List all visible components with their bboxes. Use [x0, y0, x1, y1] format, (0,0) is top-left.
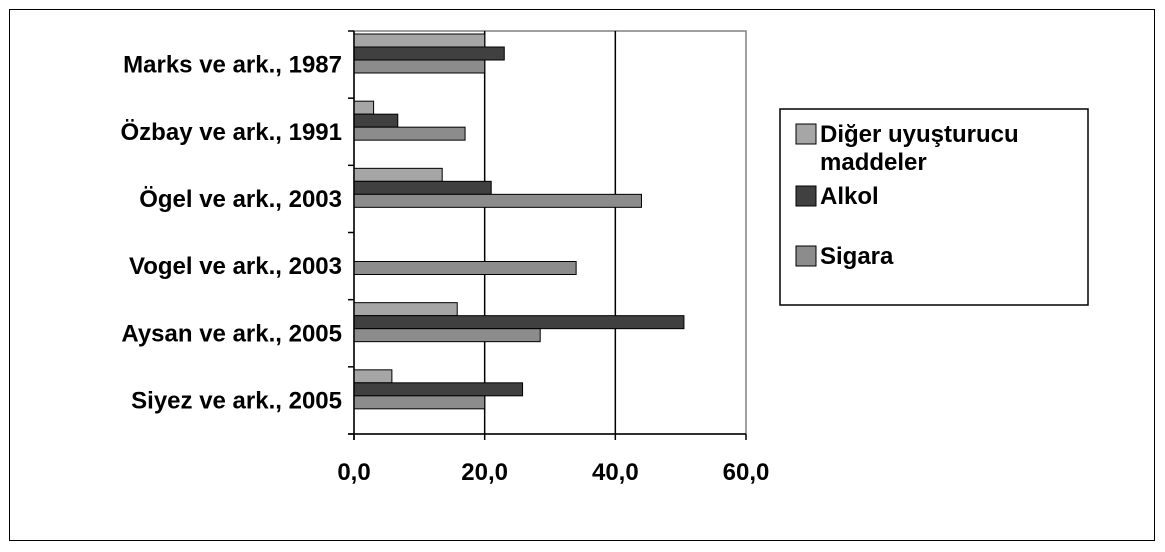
category-labels: Marks ve ark., 1987 Özbay ve ark., 1991 Ög…	[121, 52, 342, 415]
bar-sigara	[353, 126, 466, 141]
legend-label: Diğer uyuşturucu maddeler	[820, 121, 1019, 176]
bar-alkol	[353, 180, 492, 195]
gridlines	[483, 31, 617, 434]
axes	[348, 30, 747, 440]
x-tick-labels: 0,0 20,0 40,0 60,0	[337, 459, 769, 486]
x-tick-label: 40,0	[592, 459, 639, 486]
bar-diger	[353, 302, 458, 317]
bar-diger	[353, 167, 443, 182]
bar-sigara	[353, 261, 577, 275]
category-label: Marks ve ark., 1987	[123, 52, 342, 79]
legend-swatch	[795, 123, 817, 145]
bar-sigara	[353, 328, 541, 343]
x-tick-label: 20,0	[461, 459, 508, 486]
category-label: Vogel ve ark., 2003	[129, 253, 342, 280]
bar-alkol	[353, 113, 399, 128]
legend-swatch	[795, 245, 817, 267]
bar-diger	[353, 33, 486, 48]
x-tick-label: 0,0	[337, 459, 370, 486]
legend-box	[779, 108, 1089, 306]
bar-diger	[353, 100, 375, 115]
chart-frame: Marks ve ark., 1987 Özbay ve ark., 1991 Ög…	[9, 9, 1155, 541]
bar-diger	[353, 369, 393, 384]
bar-alkol	[353, 46, 505, 61]
bar-sigara	[353, 59, 486, 74]
bar-alkol	[353, 315, 685, 330]
legend-swatch	[795, 185, 817, 207]
legend-label: Sigara	[820, 243, 894, 270]
plot-background	[353, 30, 747, 435]
legend-label: Alkol	[820, 183, 879, 210]
category-label: Aysan ve ark., 2005	[121, 320, 342, 347]
category-label: Ögel ve ark., 2003	[139, 186, 342, 213]
chart-svg: Marks ve ark., 1987 Özbay ve ark., 1991 Ög…	[121, 30, 1089, 486]
category-label: Özbay ve ark., 1991	[121, 119, 342, 146]
bar-sigara	[353, 395, 486, 410]
legend: Diğer uyuşturucu maddeler Alkol Sigara	[779, 108, 1089, 306]
bars	[353, 33, 685, 410]
bar-sigara	[353, 193, 642, 208]
x-tick-label: 60,0	[723, 459, 770, 486]
plot-area	[353, 30, 747, 435]
bar-alkol	[353, 382, 524, 397]
category-label: Siyez ve ark., 2005	[131, 387, 342, 414]
